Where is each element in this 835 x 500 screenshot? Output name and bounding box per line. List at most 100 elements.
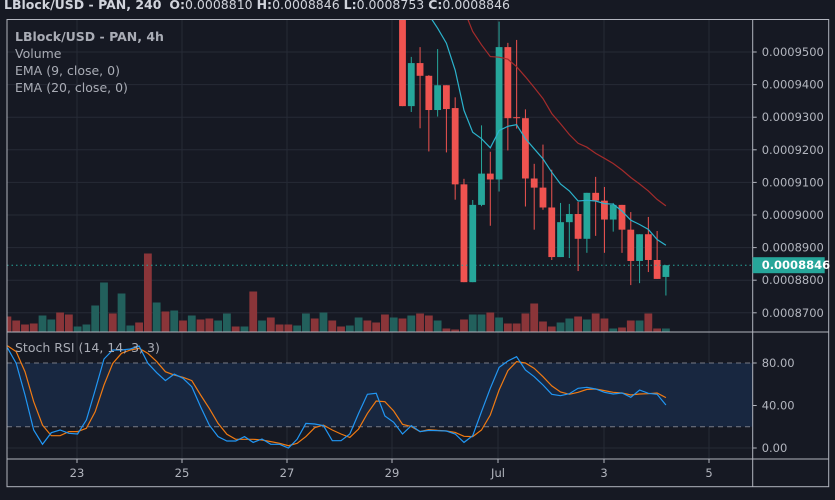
candle-body xyxy=(530,178,538,188)
candle-body xyxy=(592,192,600,201)
time-tick-label: 29 xyxy=(385,466,400,480)
volume-bar xyxy=(12,320,21,332)
price-tick-label: 0.0009400 xyxy=(762,78,824,92)
volume-bar xyxy=(530,303,539,332)
price-tick-label: 0.0008900 xyxy=(762,241,824,255)
volume-bar xyxy=(29,323,38,332)
pane-borders xyxy=(6,19,830,488)
price-tick-label: 0.0009100 xyxy=(762,175,824,189)
price-tick-label: 0.0009200 xyxy=(762,143,824,157)
candle-body xyxy=(434,85,442,111)
volume-bar xyxy=(618,327,626,332)
volume-bar xyxy=(635,320,644,332)
candle-body xyxy=(451,108,459,185)
volume-bar xyxy=(609,328,618,332)
volume-bar xyxy=(135,322,143,332)
volume-bar xyxy=(556,322,565,332)
volume-bar xyxy=(468,314,477,332)
candle-body xyxy=(399,20,406,107)
volume-bar xyxy=(398,318,407,332)
volume-bar xyxy=(477,314,486,332)
open-label: O: xyxy=(169,0,185,12)
time-tick-label: Jul xyxy=(490,466,505,480)
stoch-tick-label: 40.00 xyxy=(762,399,795,413)
outer-frame xyxy=(6,19,830,488)
volume-bar xyxy=(152,302,161,332)
volume-bar xyxy=(47,319,56,332)
indicator-legend: LBlock/USD - PAN, 4h Volume EMA (9, clos… xyxy=(15,28,164,96)
volume-bar xyxy=(223,313,231,332)
legend-volume[interactable]: Volume xyxy=(15,46,62,61)
candle-body xyxy=(644,234,652,260)
stoch-d-line xyxy=(7,345,667,447)
ohlc-header: LBlock/USD - PAN, 240 O:0.0008810 H: 0.00… xyxy=(4,0,510,12)
time-tick-label: 25 xyxy=(175,466,190,480)
volume-bar xyxy=(460,319,468,332)
volume-bar xyxy=(521,313,530,332)
time-tick-label: 23 xyxy=(70,466,85,480)
last-price-badge xyxy=(752,257,825,274)
volume-bar xyxy=(451,329,460,332)
candle-body xyxy=(601,200,608,220)
volume-bar xyxy=(214,320,223,332)
candle-body xyxy=(407,63,415,107)
volume-bar xyxy=(372,322,381,332)
candle-body xyxy=(548,207,556,258)
volume-bar xyxy=(143,253,152,332)
stoch-band xyxy=(7,363,753,427)
volume-bar xyxy=(433,320,442,332)
volume-bar xyxy=(495,317,503,332)
price-tick-label: 0.0008800 xyxy=(762,273,824,287)
volume-bar xyxy=(196,319,205,332)
volume-bar xyxy=(442,328,451,332)
open-value: 0.0008810 xyxy=(185,0,253,12)
volume-bar xyxy=(170,310,179,332)
price-tick-label: 0.0009500 xyxy=(762,45,824,59)
high-label: H: xyxy=(256,0,273,12)
time-axis[interactable]: 23 25 27 29 Jul 3 5 xyxy=(70,459,713,480)
volume-bar xyxy=(100,282,108,332)
price-axis[interactable]: 0.0009500 0.0009400 0.0009300 0.0009200 0.00… xyxy=(752,45,824,320)
volume-bar xyxy=(503,323,512,332)
candle-body xyxy=(478,173,485,205)
close-value: 0.0008846 xyxy=(442,0,511,12)
price-tick-label: 0.0008700 xyxy=(762,306,824,320)
volume-bar xyxy=(249,291,258,332)
volume-bar xyxy=(56,312,64,332)
last-price-marker: 0.0008846 xyxy=(752,257,830,274)
stoch-axis[interactable]: 80.00 40.00 0.00 xyxy=(752,356,795,455)
symbol-title: LBlock/USD - PAN, 240 xyxy=(4,0,162,12)
volume-bar xyxy=(266,317,275,332)
volume-series xyxy=(7,253,670,332)
legend-ema9[interactable]: EMA (9, close, 0) xyxy=(15,63,120,78)
price-tick-label: 0.0009000 xyxy=(762,208,824,222)
volume-bar xyxy=(337,326,345,332)
legend-stoch-rsi[interactable]: Stoch RSI (14, 14, 3, 3) xyxy=(15,340,160,355)
volume-bar xyxy=(310,318,319,332)
ema20-line xyxy=(467,20,667,207)
time-tick-label: 27 xyxy=(280,466,295,480)
volume-bar xyxy=(275,324,284,332)
candle-body xyxy=(522,118,529,179)
candle-body xyxy=(416,63,424,76)
volume-bar xyxy=(231,326,240,332)
candle-body xyxy=(504,47,512,119)
volume-bar xyxy=(328,320,337,332)
candle-body xyxy=(557,222,564,258)
legend-ema20[interactable]: EMA (20, close, 0) xyxy=(15,80,128,95)
candle-body xyxy=(662,265,670,277)
volume-bar xyxy=(187,315,196,332)
legend-title[interactable]: LBlock/USD - PAN, 4h xyxy=(15,29,164,44)
volume-bar xyxy=(662,328,670,332)
volume-bar xyxy=(565,318,574,332)
candle-body xyxy=(565,214,573,223)
candle-body xyxy=(495,47,503,180)
volume-bar xyxy=(73,326,82,332)
candle-body xyxy=(627,229,635,261)
volume-bar xyxy=(38,315,47,332)
volume-bar xyxy=(407,315,416,332)
volume-bar xyxy=(582,319,591,332)
volume-bar xyxy=(345,325,354,332)
volume-bar xyxy=(600,318,609,332)
